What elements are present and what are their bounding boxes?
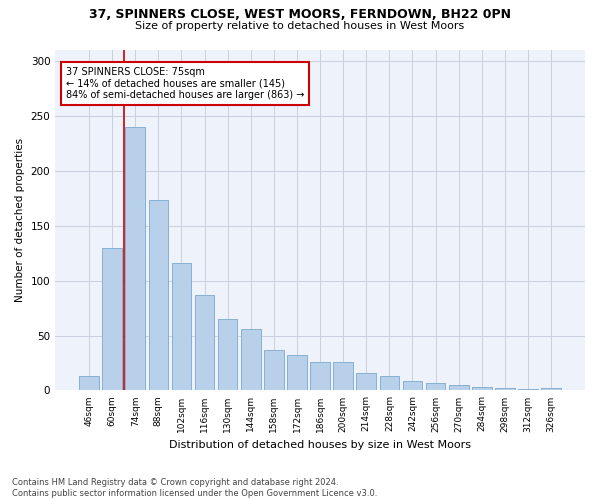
Bar bbox=[472, 387, 491, 390]
X-axis label: Distribution of detached houses by size in West Moors: Distribution of detached houses by size … bbox=[169, 440, 471, 450]
Bar bbox=[426, 382, 445, 390]
Bar bbox=[287, 356, 307, 390]
Bar bbox=[149, 200, 168, 390]
Text: 37 SPINNERS CLOSE: 75sqm
← 14% of detached houses are smaller (145)
84% of semi-: 37 SPINNERS CLOSE: 75sqm ← 14% of detach… bbox=[66, 67, 304, 100]
Bar bbox=[218, 319, 238, 390]
Bar bbox=[310, 362, 330, 390]
Bar bbox=[334, 362, 353, 390]
Text: Contains HM Land Registry data © Crown copyright and database right 2024.
Contai: Contains HM Land Registry data © Crown c… bbox=[12, 478, 377, 498]
Bar bbox=[356, 373, 376, 390]
Text: 37, SPINNERS CLOSE, WEST MOORS, FERNDOWN, BH22 0PN: 37, SPINNERS CLOSE, WEST MOORS, FERNDOWN… bbox=[89, 8, 511, 20]
Bar bbox=[541, 388, 561, 390]
Bar bbox=[103, 248, 122, 390]
Bar bbox=[495, 388, 515, 390]
Y-axis label: Number of detached properties: Number of detached properties bbox=[15, 138, 25, 302]
Bar bbox=[264, 350, 284, 391]
Bar bbox=[172, 263, 191, 390]
Bar bbox=[449, 385, 469, 390]
Bar bbox=[195, 295, 214, 390]
Bar bbox=[241, 329, 260, 390]
Bar bbox=[79, 376, 99, 390]
Bar bbox=[380, 376, 399, 390]
Bar bbox=[125, 127, 145, 390]
Bar bbox=[403, 380, 422, 390]
Text: Size of property relative to detached houses in West Moors: Size of property relative to detached ho… bbox=[136, 21, 464, 31]
